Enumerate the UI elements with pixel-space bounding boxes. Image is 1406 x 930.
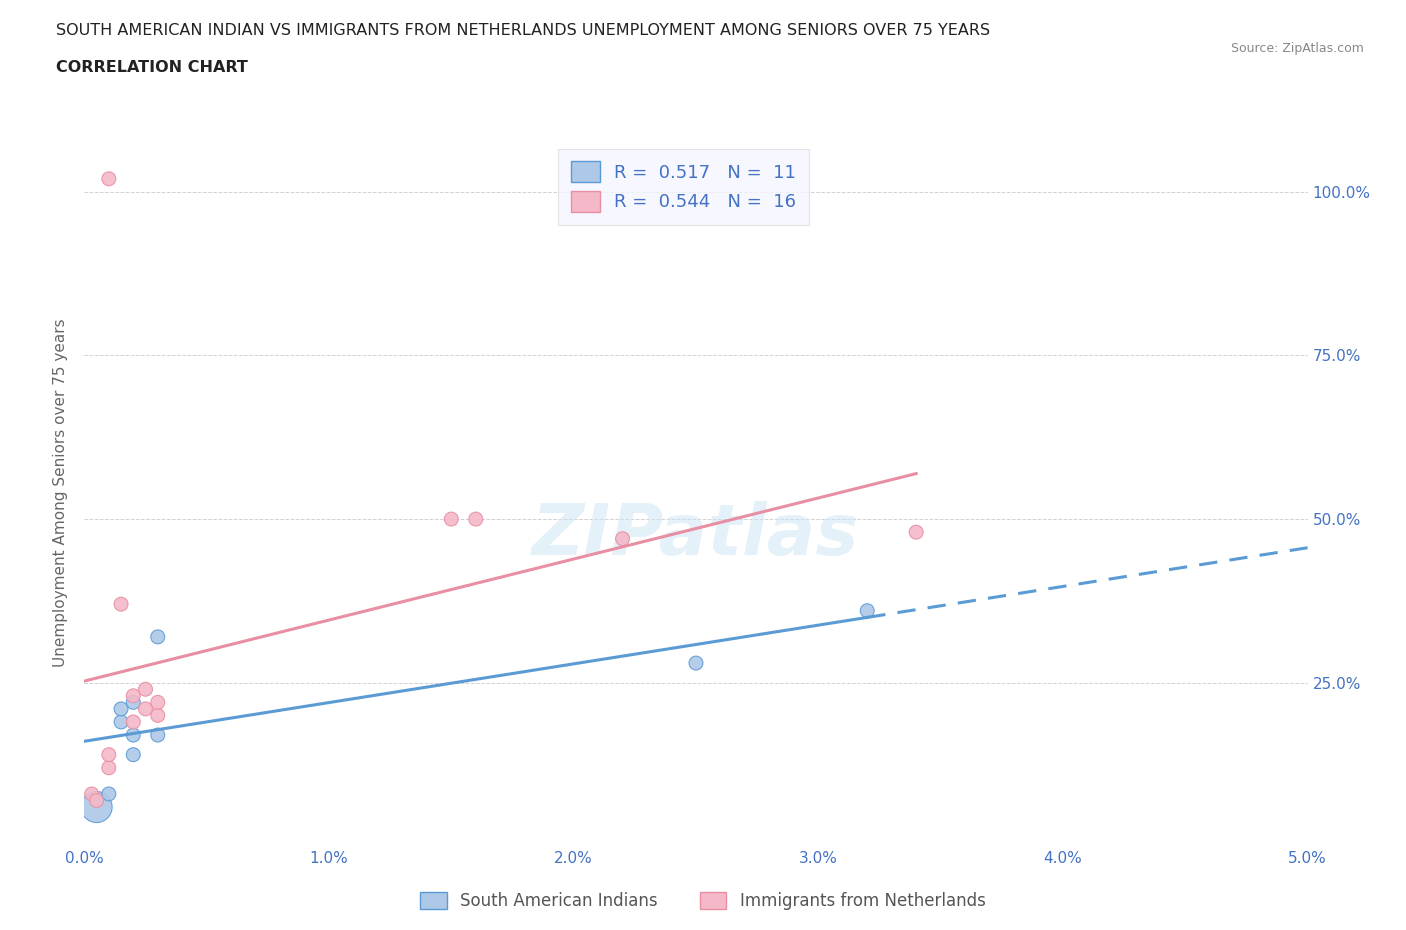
Point (97, 747, 120, 762)
Point (97, 171, 120, 186)
Point (110, 714, 132, 729)
Point (146, 727, 169, 742)
Point (86, 800, 108, 815)
Point (110, 597, 132, 612)
Point (856, 604, 879, 618)
Legend: South American Indians, Immigrants from Netherlands: South American Indians, Immigrants from … (413, 885, 993, 917)
Point (146, 708, 169, 723)
Point (97, 787, 120, 802)
Point (110, 701, 132, 716)
Point (146, 630, 169, 644)
Point (612, 531, 634, 546)
Y-axis label: Unemployment Among Seniors over 75 years: Unemployment Among Seniors over 75 years (53, 319, 69, 667)
Point (464, 512, 486, 526)
Point (122, 714, 145, 729)
Point (135, 682, 157, 697)
Point (905, 525, 928, 539)
Point (122, 747, 145, 762)
Legend: R =  0.517   N =  11, R =  0.544   N =  16: R = 0.517 N = 11, R = 0.544 N = 16 (558, 149, 808, 224)
Point (80, 787, 103, 802)
Point (122, 688, 145, 703)
Text: CORRELATION CHART: CORRELATION CHART (56, 60, 247, 75)
Point (135, 701, 157, 716)
Point (440, 512, 463, 526)
Point (685, 656, 707, 671)
Point (122, 695, 145, 710)
Point (86, 793, 108, 808)
Point (146, 695, 169, 710)
Text: SOUTH AMERICAN INDIAN VS IMMIGRANTS FROM NETHERLANDS UNEMPLOYMENT AMONG SENIORS : SOUTH AMERICAN INDIAN VS IMMIGRANTS FROM… (56, 23, 990, 38)
Text: Source: ZipAtlas.com: Source: ZipAtlas.com (1230, 42, 1364, 55)
Text: ZIPatlas: ZIPatlas (533, 501, 859, 570)
Point (122, 727, 145, 742)
Point (97, 761, 120, 776)
